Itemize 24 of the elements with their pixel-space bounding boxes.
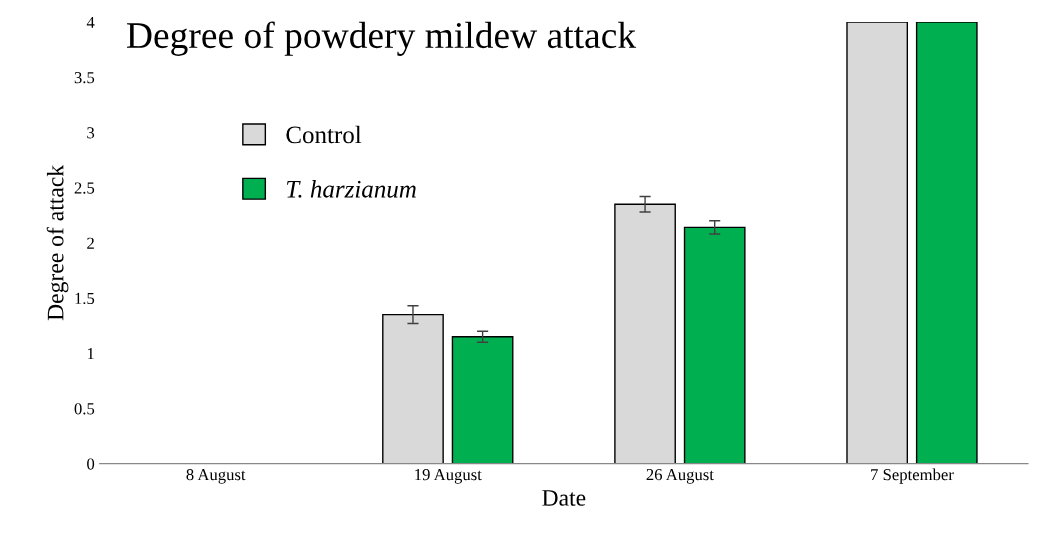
- y-tick-label: 3: [87, 127, 95, 139]
- y-axis-title: Degree of attack: [46, 164, 69, 321]
- x-tick-label: 7 September: [871, 468, 954, 484]
- bar: [915, 22, 978, 464]
- legend-label: T. harzianum: [286, 180, 416, 198]
- chart-title: Degree of powdery mildew attack: [126, 21, 637, 56]
- y-tick-label: 4: [86, 16, 95, 28]
- x-tick-label: 19 August: [415, 469, 482, 484]
- y-tick-label: 0.5: [74, 403, 95, 415]
- y-tick-label: 0: [87, 458, 95, 470]
- y-tick-label: 3.5: [74, 72, 95, 84]
- y-tick-label: 1.5: [75, 292, 95, 305]
- legend-label: Control: [286, 125, 362, 144]
- y-tick-label: 2.5: [74, 182, 95, 194]
- x-axis-title: Date: [542, 490, 586, 506]
- bar: [614, 203, 676, 464]
- y-tick-label: 2: [87, 237, 94, 249]
- x-tick-label: 8 August: [186, 468, 246, 484]
- bar: [846, 22, 909, 464]
- y-tick-label: 1: [87, 348, 94, 360]
- bar: [683, 226, 746, 464]
- x-tick-label: 26 August: [646, 469, 714, 484]
- bar: [451, 336, 514, 464]
- bar: [382, 313, 444, 464]
